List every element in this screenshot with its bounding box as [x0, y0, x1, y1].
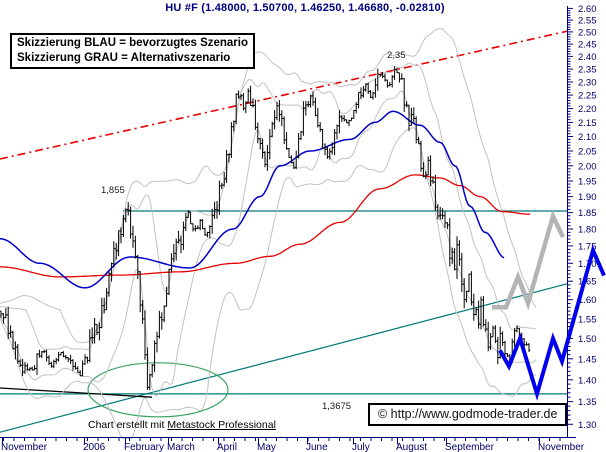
footer-credit-text: Chart erstellt mit: [88, 419, 168, 431]
svg-text:May: May: [257, 442, 276, 452]
scenario-legend-box: Skizzierung BLAU = bevorzugtes Szenario …: [10, 33, 256, 69]
svg-text:1.80: 1.80: [578, 225, 597, 236]
svg-text:1.45: 1.45: [578, 354, 597, 365]
svg-text:September: September: [445, 442, 495, 452]
svg-text:1.30: 1.30: [578, 420, 597, 431]
svg-text:1,855: 1,855: [101, 185, 125, 196]
preferred-scenario-blue: [498, 244, 606, 401]
footer-credit: Chart erstellt mit Metastock Professiona…: [88, 419, 276, 431]
svg-text:1.35: 1.35: [578, 397, 597, 408]
svg-text:April: April: [217, 442, 237, 452]
svg-text:1.40: 1.40: [578, 375, 597, 386]
svg-text:2.45: 2.45: [578, 40, 597, 51]
svg-text:February: February: [124, 442, 164, 452]
svg-text:2006: 2006: [83, 442, 106, 452]
svg-text:1.50: 1.50: [578, 334, 597, 345]
svg-text:2.40: 2.40: [578, 52, 597, 63]
watermark-link[interactable]: © http://www.godmode-trader.de: [368, 403, 568, 426]
svg-text:1.85: 1.85: [578, 208, 597, 219]
svg-text:2.00: 2.00: [578, 161, 597, 172]
red-dashdot-trendline: [0, 30, 569, 160]
svg-text:August: August: [396, 442, 427, 452]
svg-text:1.75: 1.75: [578, 241, 597, 252]
svg-text:2.30: 2.30: [578, 78, 597, 89]
scenario-legend-line-blue: Skizzierung BLAU = bevorzugtes Szenario: [17, 37, 249, 49]
fast-ma-blue: [0, 110, 505, 289]
bollinger-bands: [0, 27, 537, 439]
svg-text:2.55: 2.55: [578, 16, 597, 27]
february-low-ellipse: [87, 362, 229, 418]
svg-text:1.95: 1.95: [578, 177, 597, 188]
price-bars: [0, 66, 531, 391]
teal-trendline: [0, 283, 568, 433]
axes: [0, 6, 576, 445]
svg-text:1.60: 1.60: [578, 295, 597, 306]
svg-text:1.90: 1.90: [578, 192, 597, 203]
svg-text:2.25: 2.25: [578, 91, 597, 102]
chart-title: HU #F (1.48000, 1.50700, 1.46250, 1.4668…: [165, 2, 445, 14]
metastock-link[interactable]: Metastock Professional: [167, 419, 276, 431]
black-trendline: [0, 387, 153, 398]
svg-text:2.10: 2.10: [578, 132, 597, 143]
price-annotations: 2,35 1,855 1,3675: [101, 50, 406, 412]
svg-text:1.55: 1.55: [578, 314, 597, 325]
svg-text:2.05: 2.05: [578, 147, 597, 158]
svg-text:2,35: 2,35: [387, 50, 406, 61]
svg-text:November: November: [538, 442, 585, 452]
svg-text:March: March: [167, 442, 195, 452]
svg-text:2.35: 2.35: [578, 65, 597, 76]
scenario-legend-line-gray: Skizzierung GRAU = Alternativszenario: [17, 52, 231, 64]
svg-text:2.15: 2.15: [578, 118, 597, 129]
svg-text:1,3675: 1,3675: [322, 401, 351, 412]
svg-text:2.60: 2.60: [578, 4, 597, 15]
svg-text:November: November: [1, 442, 48, 452]
slow-ma-red: [0, 174, 530, 278]
svg-text:2.50: 2.50: [578, 27, 597, 38]
svg-text:July: July: [352, 442, 370, 452]
svg-text:1.65: 1.65: [578, 277, 597, 288]
svg-text:2.20: 2.20: [578, 104, 597, 115]
support-resistance-levels: [0, 210, 567, 395]
alternative-scenario-gray: [492, 209, 566, 311]
svg-text:June: June: [306, 442, 328, 452]
